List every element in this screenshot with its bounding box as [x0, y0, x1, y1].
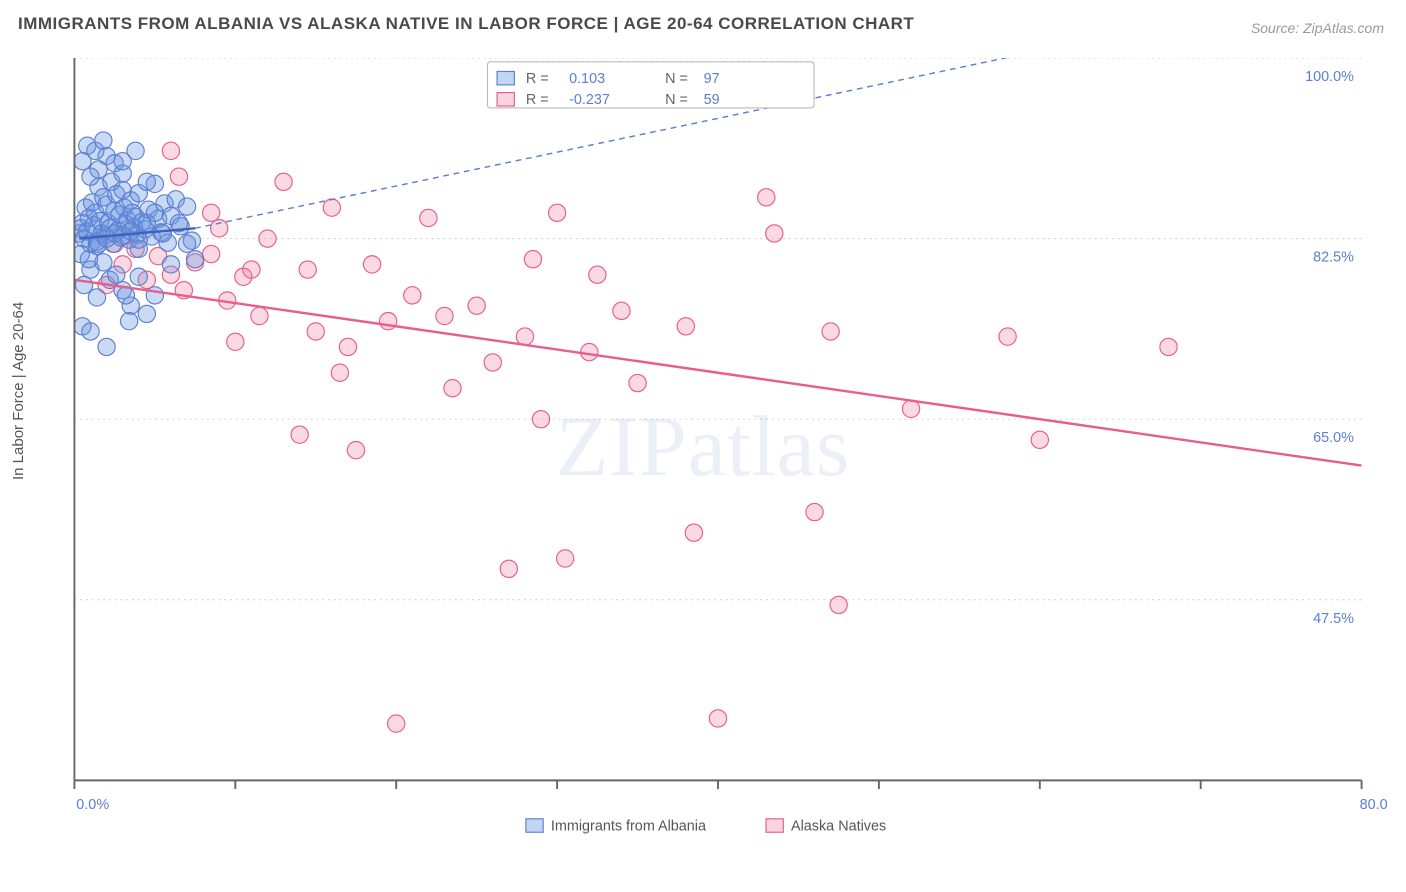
data-point [532, 411, 549, 428]
data-point [685, 524, 702, 541]
data-point [299, 261, 316, 278]
data-point [323, 199, 340, 216]
data-point [1031, 431, 1048, 448]
data-point [444, 380, 461, 397]
data-point [108, 266, 125, 283]
data-point [138, 173, 155, 190]
data-point [1160, 338, 1177, 355]
data-point [557, 550, 574, 567]
legend-n-value: 97 [704, 71, 720, 87]
data-point [186, 251, 203, 268]
data-point [88, 289, 105, 306]
data-point [902, 400, 919, 417]
data-point [822, 323, 839, 340]
bottom-legend-swatch [526, 819, 543, 832]
data-point [613, 302, 630, 319]
data-point [830, 596, 847, 613]
data-point [291, 426, 308, 443]
legend-r-value: 0.103 [569, 71, 605, 87]
data-point [251, 307, 268, 324]
data-point [677, 318, 694, 335]
data-point [404, 287, 421, 304]
data-point [170, 168, 187, 185]
data-point [275, 173, 292, 190]
data-point [468, 297, 485, 314]
legend-r-label: R = [526, 92, 549, 108]
data-point [806, 503, 823, 520]
bottom-legend-swatch [766, 819, 783, 832]
chart-title: IMMIGRANTS FROM ALBANIA VS ALASKA NATIVE… [18, 14, 914, 34]
data-point [500, 560, 517, 577]
data-point [127, 142, 144, 159]
legend-r-value: -0.237 [569, 92, 610, 108]
data-point [766, 225, 783, 242]
data-point [758, 189, 775, 206]
data-point [629, 374, 646, 391]
data-point [162, 256, 179, 273]
bottom-legend-label: Immigrants from Albania [551, 818, 706, 834]
source-name: ZipAtlas.com [1303, 20, 1384, 36]
data-point [548, 204, 565, 221]
data-point [484, 354, 501, 371]
data-point [98, 338, 115, 355]
legend-swatch [497, 93, 514, 106]
data-point [339, 338, 356, 355]
legend-n-label: N = [665, 92, 688, 108]
data-point [524, 251, 541, 268]
bottom-legend-label: Alaska Natives [791, 818, 886, 834]
data-point [203, 204, 220, 221]
data-point [154, 225, 171, 242]
data-point [82, 323, 99, 340]
data-point [95, 132, 112, 149]
x-min-label: 0.0% [76, 797, 109, 813]
data-point [130, 268, 147, 285]
y-tick-label: 100.0% [1305, 69, 1354, 85]
data-point [307, 323, 324, 340]
data-point [259, 230, 276, 247]
data-point [162, 142, 179, 159]
y-tick-label: 47.5% [1313, 611, 1354, 627]
data-point [589, 266, 606, 283]
data-point [436, 307, 453, 324]
data-point [146, 204, 163, 221]
legend-r-label: R = [526, 71, 549, 87]
data-point [146, 287, 163, 304]
data-point [516, 328, 533, 345]
data-point [709, 710, 726, 727]
data-point [178, 235, 195, 252]
data-point [120, 313, 137, 330]
data-point [203, 245, 220, 262]
y-tick-label: 82.5% [1313, 250, 1354, 266]
data-point [363, 256, 380, 273]
data-point [178, 198, 195, 215]
legend-swatch [497, 71, 514, 84]
legend-n-label: N = [665, 71, 688, 87]
data-point [75, 276, 92, 293]
legend-n-value: 59 [704, 92, 720, 108]
data-point [243, 261, 260, 278]
data-point [347, 441, 364, 458]
data-point [331, 364, 348, 381]
source-attribution: Source: ZipAtlas.com [1251, 20, 1384, 36]
y-axis-label: In Labor Force | Age 20-64 [10, 302, 27, 480]
source-prefix: Source: [1251, 20, 1303, 36]
data-point [999, 328, 1016, 345]
data-point [211, 220, 228, 237]
x-max-label: 80.0% [1360, 797, 1388, 813]
data-point [138, 305, 155, 322]
y-tick-label: 65.0% [1313, 430, 1354, 446]
correlation-scatter-chart: 47.5% 65.0% 82.5% 100.0% 0.0% 80.0% R = 0.103 N … [48, 58, 1388, 838]
data-point [388, 715, 405, 732]
data-point [227, 333, 244, 350]
data-point [420, 209, 437, 226]
